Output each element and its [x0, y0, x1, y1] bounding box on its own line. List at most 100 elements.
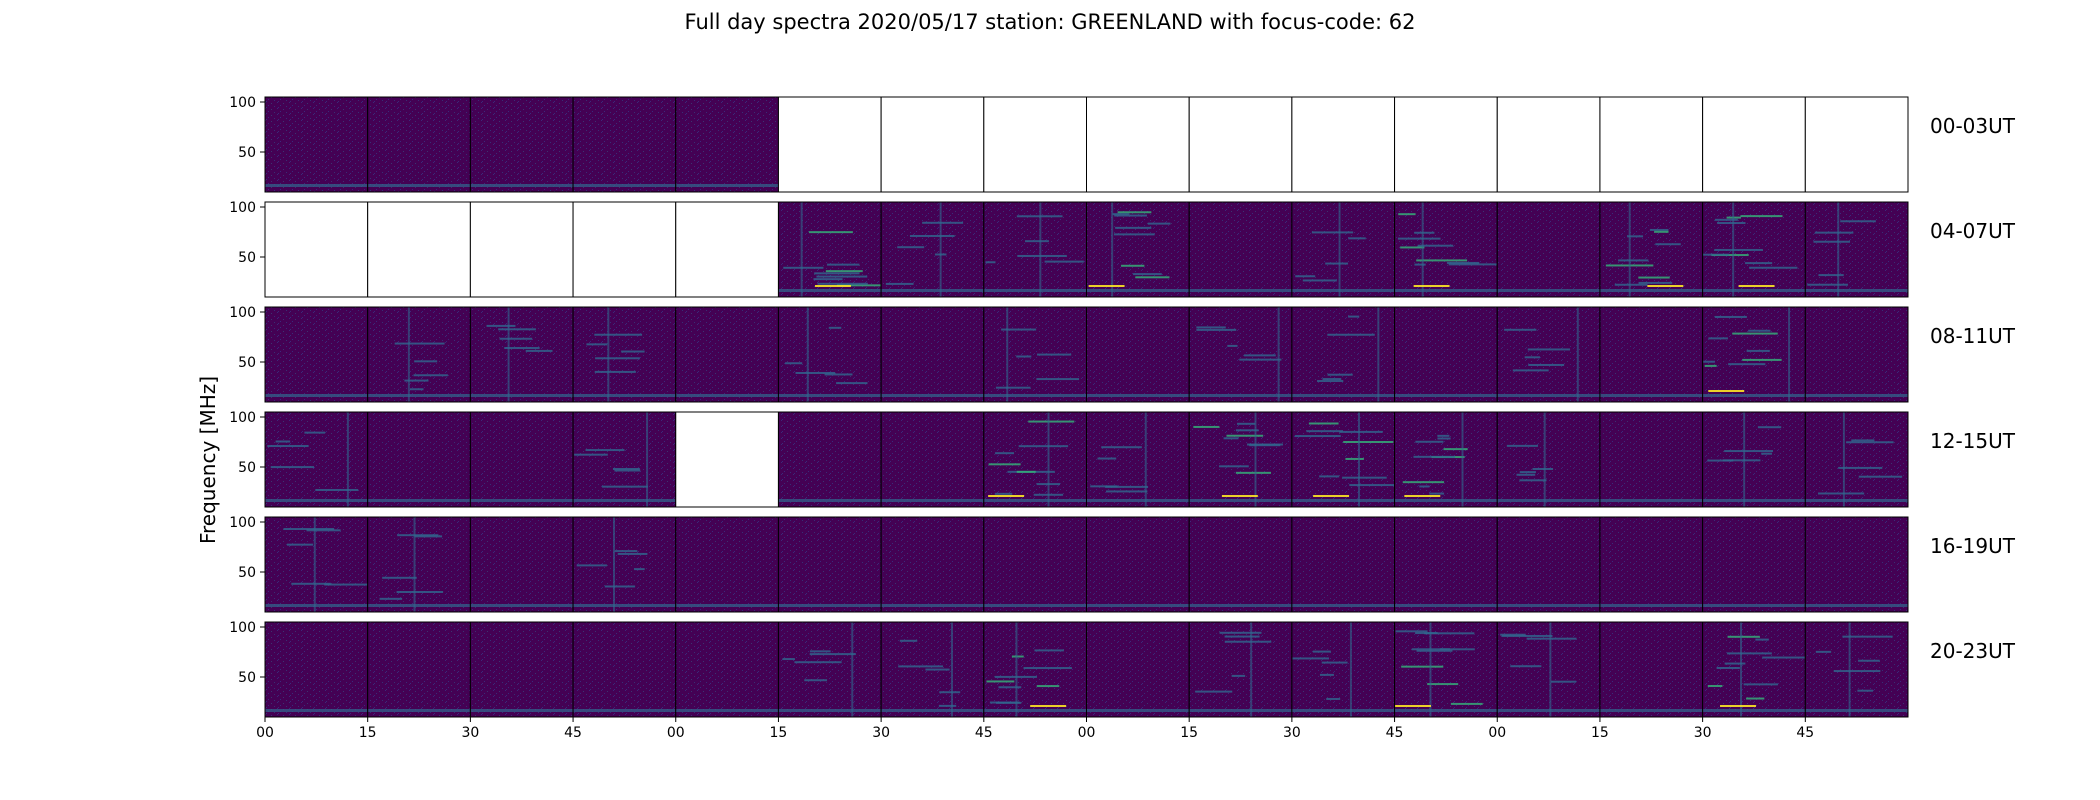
spectrum-panel [264, 411, 369, 508]
interference-streak [1614, 283, 1648, 286]
burst-line [1842, 412, 1845, 507]
spectrum-panel [469, 621, 574, 718]
interference-streak [1121, 264, 1145, 267]
spectrum-panel [1804, 516, 1909, 613]
panel-background [1599, 622, 1703, 717]
interference-streak [1319, 673, 1334, 676]
interference-streak [995, 452, 1015, 455]
interference-streak [1345, 457, 1364, 460]
interference-streak [1450, 702, 1483, 705]
panel-background [470, 307, 574, 402]
low-band [1497, 604, 1600, 607]
interference-streak [1519, 471, 1536, 474]
interference-streak [413, 374, 448, 377]
x-tick-label: 45 [1796, 725, 1814, 741]
panel-background [367, 622, 471, 717]
low-band [1394, 394, 1498, 397]
interference-streak [414, 535, 443, 538]
interference-streak [1317, 380, 1344, 383]
interference-streak [985, 261, 996, 264]
peak-streak [1720, 705, 1756, 707]
low-band [778, 709, 882, 712]
panel-background [675, 517, 779, 612]
interference-streak [1761, 452, 1772, 455]
panel-background [1702, 517, 1806, 612]
low-band [367, 604, 471, 607]
spectrum-panel [675, 201, 779, 298]
interference-streak [1339, 430, 1383, 433]
burst-line [851, 622, 854, 717]
interference-streak [1506, 444, 1538, 447]
low-band [1599, 289, 1703, 292]
panel-background [778, 307, 882, 402]
interference-streak [794, 661, 842, 664]
empty-panel [1291, 97, 1395, 192]
empty-panel [778, 97, 882, 192]
interference-streak [1858, 659, 1880, 662]
spectrum-panel [572, 306, 677, 403]
interference-streak [1295, 275, 1316, 278]
burst-line [1254, 412, 1257, 507]
interference-streak [1551, 680, 1577, 683]
interference-streak [836, 382, 868, 385]
burst-line [1349, 622, 1352, 717]
spectrum-panel [1394, 411, 1498, 508]
low-band [675, 604, 779, 607]
spectrum-panel [1086, 306, 1190, 403]
spectrum-panel [1188, 516, 1293, 613]
interference-streak [825, 270, 863, 273]
low-band [1291, 499, 1395, 502]
interference-streak [1044, 260, 1084, 263]
interference-streak [1106, 490, 1148, 493]
interference-streak [1398, 213, 1416, 216]
interference-streak [1348, 237, 1366, 240]
spectrum-panel [777, 306, 882, 403]
spectrum-panel [367, 516, 471, 613]
x-axis: 00 15 30 45 00 15 30 45 00 15 30 45 00 15 30 45 [256, 717, 1814, 741]
empty-panel [675, 412, 779, 507]
burst-line [950, 622, 953, 717]
spectrum-panel [469, 96, 574, 193]
spectrum-panel [1291, 621, 1396, 718]
interference-streak [404, 379, 429, 382]
panel-background [1497, 307, 1600, 402]
low-band [265, 709, 368, 712]
spectrum-panel [264, 516, 369, 613]
interference-streak [1740, 215, 1783, 218]
interference-streak [621, 350, 645, 353]
interference-streak [1218, 465, 1249, 468]
interference-streak [1814, 231, 1854, 234]
interference-streak [1224, 635, 1260, 638]
interference-streak [813, 278, 843, 281]
spectrum-panel [264, 306, 369, 403]
burst-line [1039, 202, 1042, 297]
low-band [573, 604, 676, 607]
interference-streak [885, 282, 914, 285]
burst-line [1421, 202, 1424, 297]
interference-streak [1402, 481, 1445, 484]
interference-streak [414, 360, 438, 363]
panel-frame [1804, 306, 1909, 403]
x-tick-label: 00 [667, 725, 685, 741]
x-tick-label: 30 [1283, 725, 1301, 741]
low-band [1189, 499, 1292, 502]
interference-streak [595, 357, 640, 360]
interference-streak [1292, 657, 1330, 660]
interference-streak [1397, 237, 1441, 240]
interference-streak [1117, 211, 1152, 214]
interference-streak [612, 468, 640, 471]
low-band [1291, 604, 1395, 607]
panel-background [675, 622, 779, 717]
interference-streak [1638, 281, 1673, 284]
row-00-03UT: 50 100 00-03UT [229, 95, 2016, 193]
interference-streak [1227, 344, 1238, 347]
spectrum-panel [1599, 201, 1704, 298]
interference-streak [1655, 243, 1681, 246]
interference-streak [617, 552, 648, 555]
interference-streak [1728, 363, 1766, 366]
low-band [1086, 499, 1190, 502]
panel-background [265, 412, 368, 507]
interference-streak [826, 263, 860, 266]
interference-streak [897, 246, 925, 249]
interference-streak [986, 680, 1015, 683]
